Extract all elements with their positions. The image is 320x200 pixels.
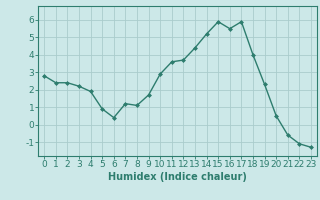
X-axis label: Humidex (Indice chaleur): Humidex (Indice chaleur) [108,172,247,182]
